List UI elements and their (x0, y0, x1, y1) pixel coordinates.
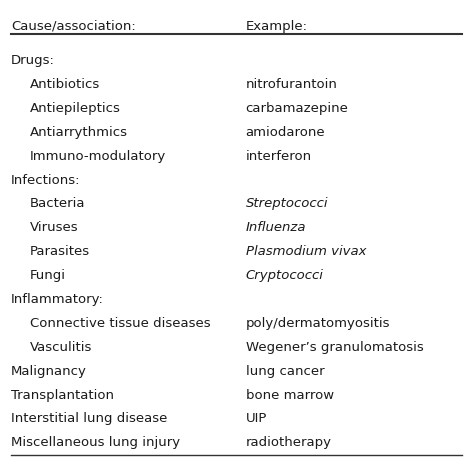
Text: lung cancer: lung cancer (246, 365, 324, 377)
Text: Wegener’s granulomatosis: Wegener’s granulomatosis (246, 341, 423, 354)
Text: Drugs:: Drugs: (11, 54, 55, 67)
Text: Antiepileptics: Antiepileptics (29, 102, 120, 115)
Text: Infections:: Infections: (11, 174, 80, 187)
Text: Malignancy: Malignancy (11, 365, 87, 377)
Text: interferon: interferon (246, 150, 312, 163)
Text: Connective tissue diseases: Connective tissue diseases (29, 317, 210, 330)
Text: Antiarrythmics: Antiarrythmics (29, 126, 128, 139)
Text: carbamazepine: carbamazepine (246, 102, 348, 115)
Text: Transplantation: Transplantation (11, 389, 114, 401)
Text: Bacteria: Bacteria (29, 197, 85, 211)
Text: Example:: Example: (246, 20, 308, 33)
Text: Influenza: Influenza (246, 221, 306, 234)
Text: Interstitial lung disease: Interstitial lung disease (11, 413, 167, 426)
Text: UIP: UIP (246, 413, 267, 426)
Text: nitrofurantoin: nitrofurantoin (246, 78, 337, 91)
Text: Plasmodium vivax: Plasmodium vivax (246, 245, 366, 258)
Text: Miscellaneous lung injury: Miscellaneous lung injury (11, 436, 180, 449)
Text: poly/dermatomyositis: poly/dermatomyositis (246, 317, 390, 330)
Text: Fungi: Fungi (29, 269, 65, 282)
Text: Cryptococci: Cryptococci (246, 269, 324, 282)
Text: Vasculitis: Vasculitis (29, 341, 92, 354)
Text: amiodarone: amiodarone (246, 126, 325, 139)
Text: bone marrow: bone marrow (246, 389, 334, 401)
Text: Streptococci: Streptococci (246, 197, 328, 211)
Text: radiotherapy: radiotherapy (246, 436, 332, 449)
Text: Parasites: Parasites (29, 245, 90, 258)
Text: Antibiotics: Antibiotics (29, 78, 100, 91)
Text: Immuno-modulatory: Immuno-modulatory (29, 150, 166, 163)
Text: Cause/association:: Cause/association: (11, 20, 136, 33)
Text: Inflammatory:: Inflammatory: (11, 293, 104, 306)
Text: Viruses: Viruses (29, 221, 78, 234)
